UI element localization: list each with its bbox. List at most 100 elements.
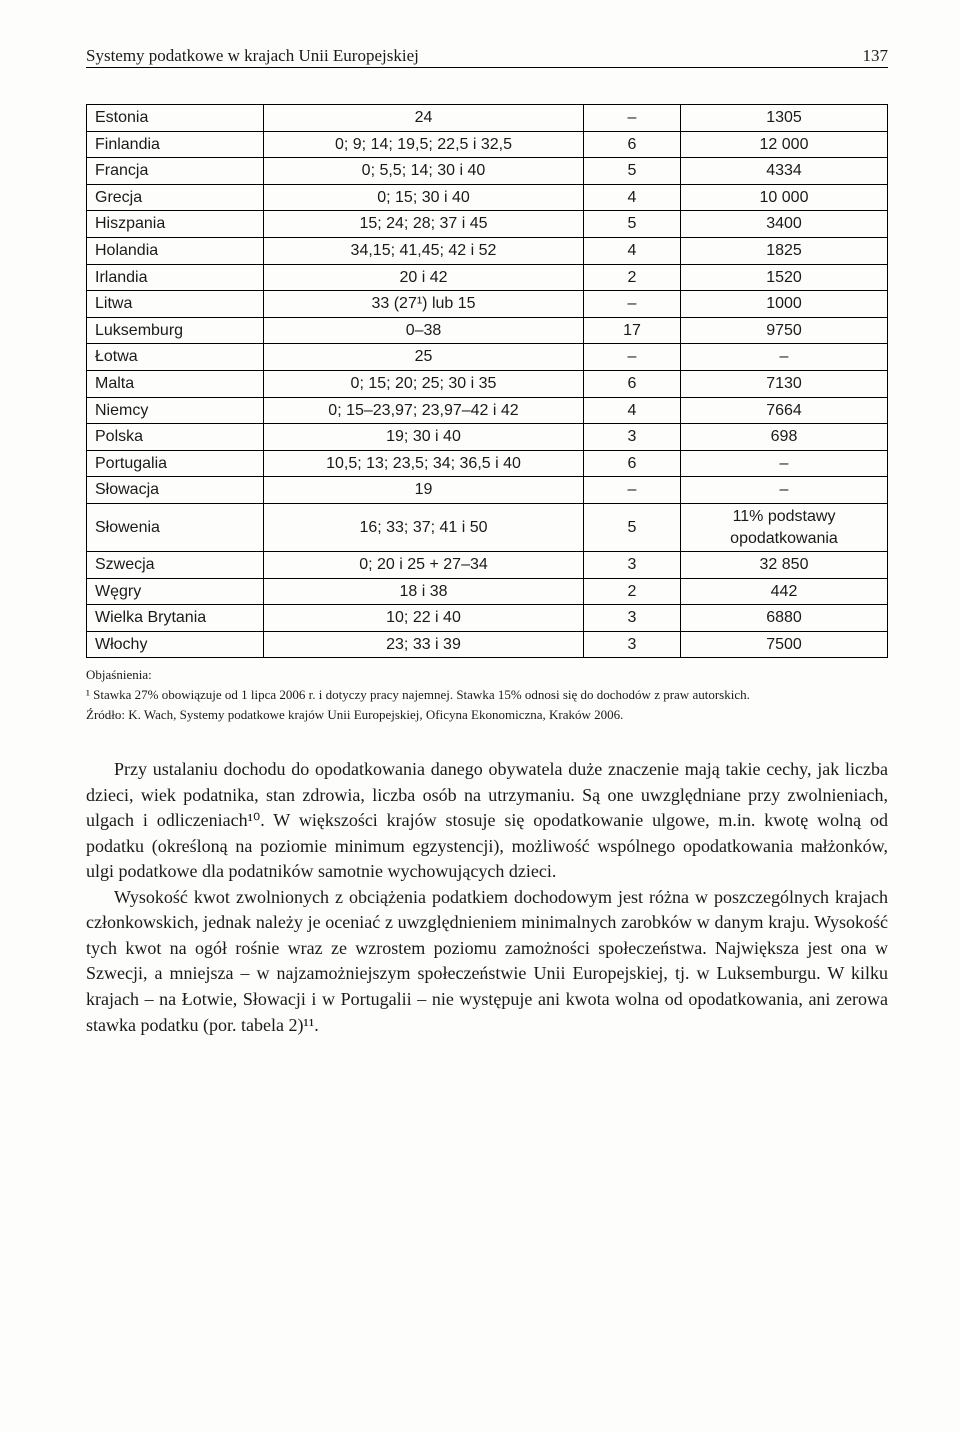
table-cell: 0; 15; 20; 25; 30 i 35	[264, 370, 584, 397]
table-cell: Włochy	[87, 631, 264, 658]
table-row: Niemcy0; 15–23,97; 23,97–42 i 4247664	[87, 397, 888, 424]
table-cell: Słowenia	[87, 503, 264, 551]
table-row: Słowenia16; 33; 37; 41 i 50511% podstawy…	[87, 503, 888, 551]
table-cell: 0; 9; 14; 19,5; 22,5 i 32,5	[264, 131, 584, 158]
page-number: 137	[863, 46, 889, 66]
table-row: Litwa33 (27¹) lub 15–1000	[87, 291, 888, 318]
table-cell: 1825	[681, 237, 888, 264]
table-cell: 34,15; 41,45; 42 i 52	[264, 237, 584, 264]
table-cell: 2	[584, 578, 681, 605]
table-cell: 7664	[681, 397, 888, 424]
table-cell: 9750	[681, 317, 888, 344]
table-cell: 698	[681, 424, 888, 451]
table-cell: 3	[584, 552, 681, 579]
table-cell: 4	[584, 397, 681, 424]
table-cell: 3	[584, 631, 681, 658]
table-cell: 17	[584, 317, 681, 344]
table-row: Wielka Brytania10; 22 i 4036880	[87, 605, 888, 632]
table-cell: Hiszpania	[87, 211, 264, 238]
table-row: Irlandia20 i 4221520	[87, 264, 888, 291]
table-cell: Irlandia	[87, 264, 264, 291]
paragraph-2: Wysokość kwot zwolnionych z obciążenia p…	[86, 885, 888, 1038]
table-cell: 18 i 38	[264, 578, 584, 605]
table-row: Finlandia0; 9; 14; 19,5; 22,5 i 32,5612 …	[87, 131, 888, 158]
table-cell: –	[681, 450, 888, 477]
document-page: Systemy podatkowe w krajach Unii Europej…	[0, 0, 960, 1432]
running-title: Systemy podatkowe w krajach Unii Europej…	[86, 46, 419, 66]
table-cell: Wielka Brytania	[87, 605, 264, 632]
table-cell: 19; 30 i 40	[264, 424, 584, 451]
table-cell: 1305	[681, 105, 888, 132]
table-cell: 442	[681, 578, 888, 605]
running-head: Systemy podatkowe w krajach Unii Europej…	[86, 46, 888, 68]
paragraph-1: Przy ustalaniu dochodu do opodatkowania …	[86, 757, 888, 885]
table-cell: 0; 5,5; 14; 30 i 40	[264, 158, 584, 185]
table-cell: –	[584, 477, 681, 504]
table-cell: 32 850	[681, 552, 888, 579]
table-cell: 16; 33; 37; 41 i 50	[264, 503, 584, 551]
table-cell: 7130	[681, 370, 888, 397]
table-row: Słowacja19––	[87, 477, 888, 504]
table-cell: 33 (27¹) lub 15	[264, 291, 584, 318]
table-row: Łotwa25––	[87, 344, 888, 371]
table-cell: 0; 20 i 25 + 27–34	[264, 552, 584, 579]
table-cell: 7500	[681, 631, 888, 658]
table-cell: Węgry	[87, 578, 264, 605]
table-cell: 10,5; 13; 23,5; 34; 36,5 i 40	[264, 450, 584, 477]
footnote-1: ¹ Stawka 27% obowiązuje od 1 lipca 2006 …	[86, 686, 888, 704]
body-text: Przy ustalaniu dochodu do opodatkowania …	[86, 757, 888, 1038]
table-cell: Finlandia	[87, 131, 264, 158]
table-cell: 10 000	[681, 184, 888, 211]
table-cell: 15; 24; 28; 37 i 45	[264, 211, 584, 238]
table-cell: 5	[584, 211, 681, 238]
table-row: Polska19; 30 i 403698	[87, 424, 888, 451]
table-row: Francja0; 5,5; 14; 30 i 4054334	[87, 158, 888, 185]
table-cell: 4	[584, 237, 681, 264]
table-cell: –	[584, 344, 681, 371]
table-cell: 4	[584, 184, 681, 211]
footnotes-label: Objaśnienia:	[86, 666, 888, 684]
table-cell: 6	[584, 370, 681, 397]
table-row: Malta0; 15; 20; 25; 30 i 3567130	[87, 370, 888, 397]
table-cell: –	[681, 344, 888, 371]
table-cell: 6880	[681, 605, 888, 632]
table-cell: Luksemburg	[87, 317, 264, 344]
table-cell: 19	[264, 477, 584, 504]
table-cell: 5	[584, 158, 681, 185]
table-cell: 4334	[681, 158, 888, 185]
table-cell: 6	[584, 131, 681, 158]
table-cell: 3400	[681, 211, 888, 238]
table-cell: Polska	[87, 424, 264, 451]
footnote-source: Źródło: K. Wach, Systemy podatkowe krajó…	[86, 706, 888, 724]
table-row: Holandia34,15; 41,45; 42 i 5241825	[87, 237, 888, 264]
table-cell: Malta	[87, 370, 264, 397]
table-cell: 0; 15; 30 i 40	[264, 184, 584, 211]
table-cell: Holandia	[87, 237, 264, 264]
table-cell: Słowacja	[87, 477, 264, 504]
table-row: Luksemburg0–38179750	[87, 317, 888, 344]
footnotes: Objaśnienia: ¹ Stawka 27% obowiązuje od …	[86, 666, 888, 723]
table-row: Grecja0; 15; 30 i 40410 000	[87, 184, 888, 211]
table-cell: Szwecja	[87, 552, 264, 579]
table-cell: 11% podstawy opodatkowania	[681, 503, 888, 551]
table-cell: Niemcy	[87, 397, 264, 424]
table-cell: Litwa	[87, 291, 264, 318]
table-row: Szwecja0; 20 i 25 + 27–34332 850	[87, 552, 888, 579]
table-cell: –	[584, 105, 681, 132]
table-row: Portugalia10,5; 13; 23,5; 34; 36,5 i 406…	[87, 450, 888, 477]
table-cell: Portugalia	[87, 450, 264, 477]
table-row: Hiszpania15; 24; 28; 37 i 4553400	[87, 211, 888, 238]
tax-table-body: Estonia24–1305Finlandia0; 9; 14; 19,5; 2…	[87, 105, 888, 658]
table-cell: 10; 22 i 40	[264, 605, 584, 632]
table-cell: 25	[264, 344, 584, 371]
table-cell: 0; 15–23,97; 23,97–42 i 42	[264, 397, 584, 424]
table-cell: Francja	[87, 158, 264, 185]
table-cell: –	[584, 291, 681, 318]
table-cell: 23; 33 i 39	[264, 631, 584, 658]
tax-table: Estonia24–1305Finlandia0; 9; 14; 19,5; 2…	[86, 104, 888, 658]
table-cell: Grecja	[87, 184, 264, 211]
table-row: Estonia24–1305	[87, 105, 888, 132]
table-cell: 3	[584, 424, 681, 451]
table-cell: 0–38	[264, 317, 584, 344]
table-cell: 6	[584, 450, 681, 477]
